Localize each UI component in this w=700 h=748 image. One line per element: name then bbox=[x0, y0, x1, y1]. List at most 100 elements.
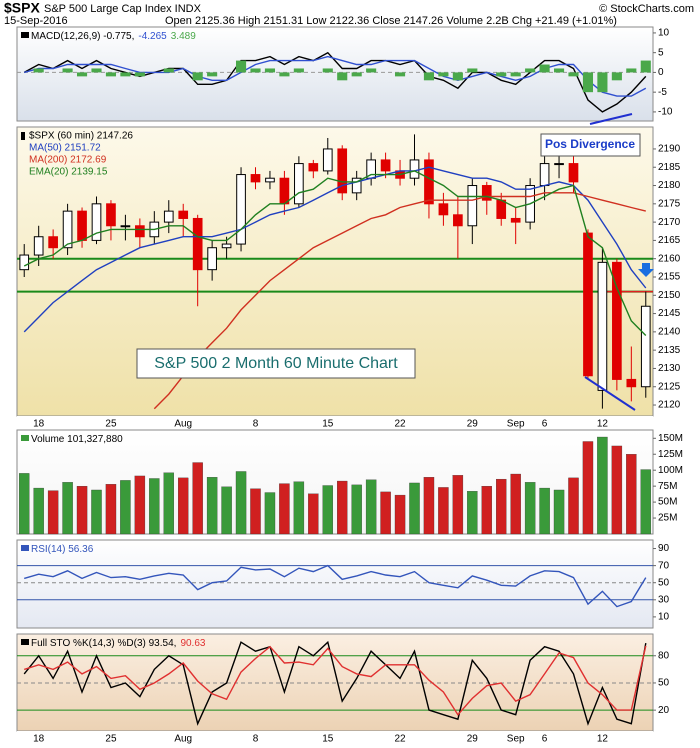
bar bbox=[525, 68, 536, 73]
bar bbox=[452, 72, 463, 81]
bar bbox=[62, 482, 73, 535]
x-tick-label: 22 bbox=[394, 419, 406, 430]
bar bbox=[76, 72, 88, 77]
candle-body bbox=[554, 163, 564, 166]
legend-icon bbox=[21, 32, 29, 38]
bar bbox=[568, 72, 579, 77]
x-tick-label: Sep bbox=[507, 734, 525, 745]
candle-body bbox=[351, 177, 362, 194]
y-tick-label: 2185 bbox=[658, 162, 681, 173]
candle-body bbox=[236, 174, 246, 245]
legend-entry: EMA(20) 2139.15 bbox=[29, 167, 108, 178]
legend-entry: 3.489 bbox=[171, 31, 196, 42]
bar bbox=[221, 486, 232, 535]
bar bbox=[293, 481, 305, 535]
candle-body bbox=[583, 232, 593, 377]
y-tick-label: 2160 bbox=[658, 253, 681, 264]
candle-body bbox=[496, 199, 507, 219]
symbol: $SPX bbox=[4, 0, 40, 16]
bar bbox=[279, 483, 290, 535]
bar bbox=[322, 485, 333, 535]
y-tick-label: 2130 bbox=[658, 363, 681, 374]
bar bbox=[337, 72, 348, 81]
bar bbox=[611, 72, 622, 81]
x-tick-label: 15 bbox=[322, 734, 334, 745]
bar bbox=[134, 72, 145, 77]
y-tick-label: 2175 bbox=[658, 198, 681, 209]
bar bbox=[452, 475, 464, 535]
candle-body bbox=[19, 254, 30, 271]
x-tick-label: 29 bbox=[467, 419, 479, 430]
y-tick-label: 80 bbox=[658, 650, 670, 661]
legend-entry: -4.265 bbox=[138, 31, 167, 42]
candle-body bbox=[438, 203, 449, 216]
bar bbox=[611, 445, 623, 535]
bar bbox=[105, 484, 117, 535]
candle-body bbox=[539, 163, 550, 187]
bar bbox=[207, 72, 218, 77]
legend-icon bbox=[21, 435, 29, 441]
candle-body bbox=[163, 210, 174, 223]
candle-body bbox=[409, 159, 420, 179]
legend-entry: Full STO %K(14,3) %D(3) 93.54, bbox=[31, 638, 176, 649]
legend-icon bbox=[21, 545, 29, 551]
bar bbox=[337, 480, 348, 535]
bar bbox=[481, 485, 492, 535]
candle-body bbox=[424, 159, 434, 205]
y-tick-label: 2125 bbox=[658, 381, 681, 392]
bar bbox=[235, 471, 247, 535]
legend-entry: MA(50) 2151.72 bbox=[29, 143, 101, 154]
panel-background bbox=[16, 539, 654, 629]
bar bbox=[293, 68, 304, 73]
y-tick-label: 2135 bbox=[658, 345, 681, 356]
x-tick-label: 18 bbox=[33, 419, 45, 430]
candle-body bbox=[640, 305, 651, 388]
bar bbox=[192, 72, 203, 81]
candle-body bbox=[380, 159, 391, 172]
candle-body bbox=[120, 225, 131, 228]
candle-body bbox=[221, 243, 232, 249]
candle-body bbox=[279, 177, 290, 205]
bar bbox=[568, 477, 579, 535]
x-tick-label: 18 bbox=[33, 734, 45, 745]
candle-body bbox=[178, 210, 189, 219]
candle-body bbox=[337, 148, 348, 194]
y-tick-label: 25M bbox=[658, 513, 677, 524]
y-tick-label: 50M bbox=[658, 497, 677, 508]
bar bbox=[496, 72, 507, 77]
x-tick-label: 25 bbox=[105, 419, 117, 430]
candle-body bbox=[612, 261, 622, 380]
bar bbox=[626, 68, 637, 73]
legend-entry: RSI(14) 56.36 bbox=[31, 544, 94, 555]
bar bbox=[163, 472, 174, 535]
price-divergence-line bbox=[584, 376, 636, 411]
bar bbox=[105, 72, 117, 77]
bar bbox=[62, 68, 73, 73]
candle-body bbox=[626, 378, 637, 388]
candle-body bbox=[265, 177, 275, 183]
annotations: Pos Divergence S&P 500 2 Month 60 Minute… bbox=[136, 113, 654, 411]
bar bbox=[206, 477, 218, 535]
bar bbox=[322, 68, 333, 73]
bar bbox=[438, 72, 449, 77]
bar bbox=[178, 477, 189, 535]
y-tick-label: 100M bbox=[658, 465, 683, 476]
y-tick-label: 70 bbox=[658, 560, 670, 571]
bar bbox=[423, 477, 435, 535]
bar bbox=[33, 68, 44, 73]
bar bbox=[366, 68, 377, 73]
bar bbox=[351, 484, 362, 535]
bar bbox=[597, 436, 608, 535]
bar bbox=[279, 72, 290, 77]
x-tick-label: 12 bbox=[597, 419, 609, 430]
bar bbox=[510, 473, 521, 535]
candle-body bbox=[294, 163, 304, 205]
bar bbox=[163, 68, 174, 73]
candle-body bbox=[467, 185, 478, 227]
bar bbox=[640, 469, 651, 535]
y-tick-label: 2155 bbox=[658, 272, 681, 283]
bar bbox=[394, 72, 406, 77]
candle-body bbox=[91, 203, 102, 241]
bar bbox=[409, 482, 420, 535]
down-arrow bbox=[638, 263, 654, 277]
